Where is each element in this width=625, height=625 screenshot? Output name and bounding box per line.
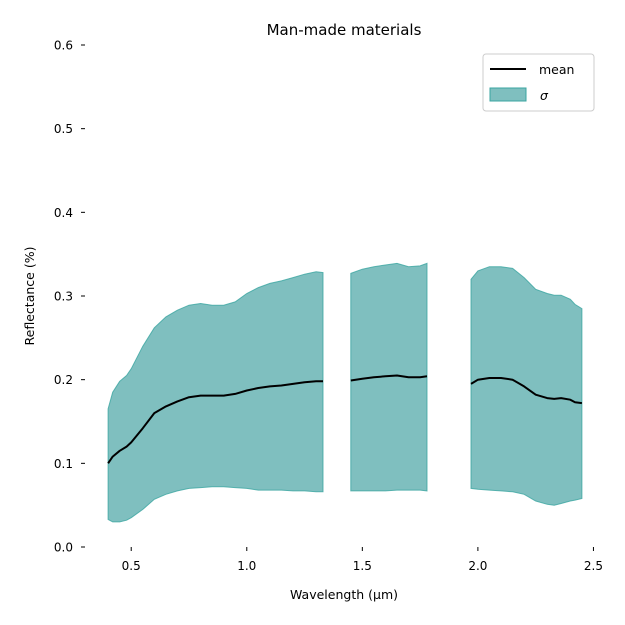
sigma-band-segment-2 — [350, 262, 428, 492]
y-tick-label: 0.4 — [54, 206, 73, 220]
sigma-band-segment-1 — [107, 271, 324, 523]
legend-sigma-swatch — [489, 87, 527, 102]
y-tick-label: 0.2 — [54, 373, 73, 387]
mean-line-segment-1 — [107, 380, 323, 464]
legend-sigma-label: σ — [540, 88, 549, 103]
sigma-band-segment-3 — [470, 266, 583, 506]
x-axis-label: Wavelength (μm) — [290, 587, 398, 602]
y-tick-label: 0.5 — [54, 122, 73, 136]
y-tick-label: 0.1 — [54, 457, 73, 471]
x-tick-label: 2.0 — [468, 559, 487, 573]
x-tick-label: 1.0 — [237, 559, 256, 573]
mean-line-segment-2 — [350, 374, 428, 382]
legend-mean-label: mean — [539, 62, 574, 77]
x-tick-label: 1.5 — [353, 559, 372, 573]
y-axis-label: Reflectance (%) — [22, 247, 37, 346]
mean-line-segment-3 — [470, 377, 583, 405]
sigma-bands — [107, 262, 583, 523]
x-tick-label: 2.5 — [584, 559, 603, 573]
x-tick-label: 0.5 — [122, 559, 141, 573]
legend: mean σ — [482, 53, 595, 112]
y-tick-label: 0.6 — [54, 39, 73, 53]
mean-lines — [107, 374, 583, 464]
x-axis: 0.5 1.0 1.5 2.0 2.5 — [122, 547, 603, 573]
y-axis: 0.0 0.1 0.2 0.3 0.4 0.5 0.6 — [54, 39, 85, 555]
chart-title: Man-made materials — [267, 21, 422, 39]
y-tick-label: 0.3 — [54, 290, 73, 304]
y-tick-label: 0.0 — [54, 541, 73, 555]
